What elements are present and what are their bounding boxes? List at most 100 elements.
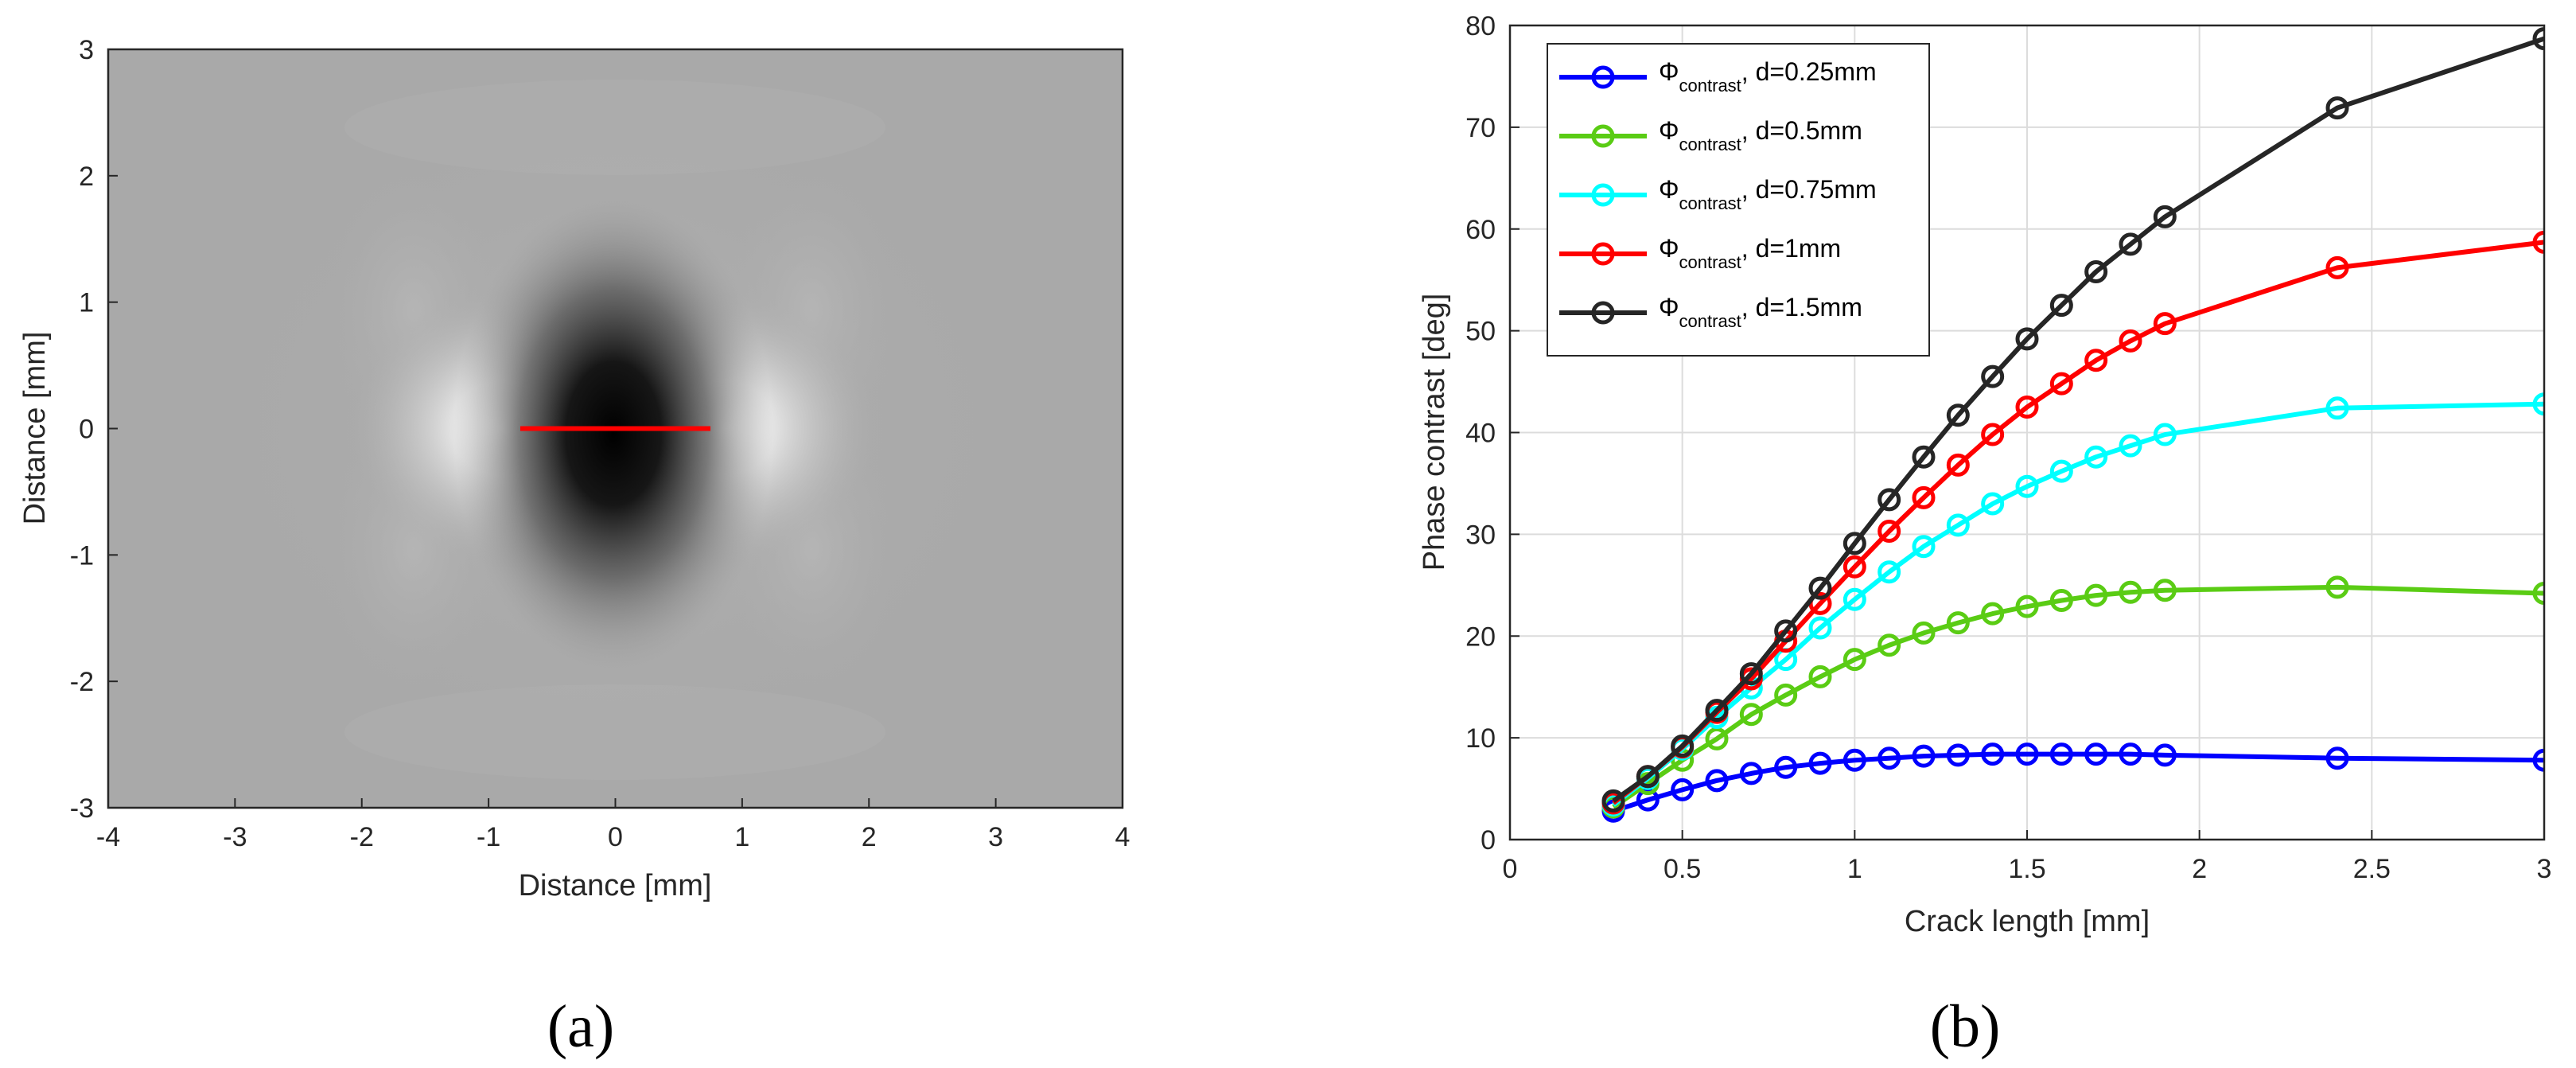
series-line [1612,401,2544,807]
data-point [1774,683,1798,707]
data-point [2084,445,2108,469]
legend-swatch-marker [1591,301,1615,325]
heatmap-x-tick-label: -1 [477,822,500,852]
series-line [1612,584,2544,809]
data-point [2119,743,2142,766]
data-point [2015,396,2039,419]
data-point [2119,232,2142,256]
data-point [1808,576,1832,600]
heatmap-x-tick-label: -2 [350,822,374,852]
legend-label-text: , d=0.5mm [1741,116,1862,145]
data-point [1946,611,1970,635]
line-chart-y-tick-label: 80 [1465,11,1496,41]
data-point [1739,762,1763,785]
data-point [2325,255,2349,279]
data-point [2532,230,2544,254]
data-point [1912,445,1936,469]
data-point [2084,583,2108,607]
line-chart-x-tick-label: 0.5 [1664,854,1701,884]
line-chart-y-tick-label: 30 [1465,520,1496,550]
legend-swatch-marker [1591,183,1615,207]
line-chart-x-tick-label: 3 [2537,854,2552,884]
legend-label-subscript: contrast [1679,311,1741,331]
heatmap-y-tick-label: -2 [70,667,94,697]
line-chart-x-tick-label: 0 [1503,854,1518,884]
legend-label-symbol: Φ [1659,57,1679,86]
heatmap-y-tick-label: -1 [70,540,94,571]
data-point [1981,423,2005,446]
data-point [2119,434,2142,458]
line-chart-x-ticks: 0 0.5 1 1.5 2 2.5 3 [1503,830,2552,884]
data-point [2119,580,2142,604]
data-point [1739,662,1763,686]
line-chart-y-tick-label: 70 [1465,113,1496,143]
data-point [2084,349,2108,372]
legend-label: Φcontrast, d=1mm [1659,234,1841,272]
line-chart-y-tick-label: 50 [1465,317,1496,347]
heatmap-y-tick-label: -3 [70,793,94,824]
line-chart-x-tick-label: 1.5 [2008,854,2045,884]
legend-label-subscript: contrast [1679,134,1741,154]
line-chart-y-tick-label: 10 [1465,723,1496,754]
data-point [2119,329,2142,353]
legend-label-text: , d=1.5mm [1741,293,1862,322]
data-point [1946,403,1970,427]
data-point [2015,594,2039,618]
heatmap-y-tick-label: 2 [79,162,94,192]
data-point [1671,778,1695,801]
data-point [2153,743,2177,767]
data-point [1636,788,1660,812]
data-point [1981,743,2005,766]
legend-item: Φcontrast, d=0.5mm [1559,116,1862,154]
data-point [1946,453,1970,477]
data-point [2049,294,2073,318]
heatmap-y-axis-label: Distance [mm] [18,332,52,525]
data-point [2049,743,2073,766]
data-point [1808,665,1832,688]
line-chart-y-tick-label: 20 [1465,622,1496,652]
heatmap-x-tick-label: -4 [96,822,120,852]
heatmap-y-ticks: -3 -2 -1 0 1 2 3 [70,35,118,824]
heatmap-y-tick-label: 3 [79,35,94,65]
series-line [1612,36,2544,803]
legend-label: Φcontrast, d=0.25mm [1659,57,1877,95]
line-chart-y-tick-label: 60 [1465,215,1496,245]
data-point [1705,699,1729,723]
line-chart-x-tick-label: 1 [1847,854,1862,884]
legend-label-symbol: Φ [1659,116,1679,145]
data-point [2015,474,2039,498]
legend-label: Φcontrast, d=0.5mm [1659,116,1862,154]
legend-label-symbol: Φ [1659,293,1679,322]
data-point [2049,588,2073,612]
data-point [1843,587,1866,611]
data-point [2325,396,2349,420]
legend-swatch-marker [1591,65,1615,89]
data-point [1774,755,1798,779]
legend-swatch-marker [1591,124,1615,148]
legend-label: Φcontrast, d=0.75mm [1659,175,1877,213]
data-point [2015,327,2039,351]
legend-label-text: , d=1mm [1741,234,1841,263]
line-chart-series [1601,27,2544,823]
line-chart-y-ticks: 0 10 20 30 40 50 60 70 80 [1465,11,1520,856]
data-point [1878,520,1901,544]
data-point [1878,560,1901,584]
legend-label-subscript: contrast [1679,252,1741,272]
legend-label-text: , d=0.75mm [1741,175,1877,204]
data-point [2049,372,2073,396]
data-point [2325,96,2349,120]
heatmap-y-tick-label: 0 [79,415,94,445]
legend-label: Φcontrast, d=1.5mm [1659,293,1862,331]
data-point [1878,633,1901,657]
caption-b: (b) [1930,993,2001,1060]
heatmap-x-tick-label: 1 [734,822,749,852]
data-point [2325,746,2349,770]
legend-label-symbol: Φ [1659,234,1679,263]
legend-label-subscript: contrast [1679,76,1741,95]
data-point [1739,703,1763,727]
line-chart-x-axis-label: Crack length [mm] [1905,905,2150,938]
legend-label-subscript: contrast [1679,193,1741,213]
heatmap-x-tick-label: 2 [862,822,877,852]
data-point [2084,743,2108,766]
